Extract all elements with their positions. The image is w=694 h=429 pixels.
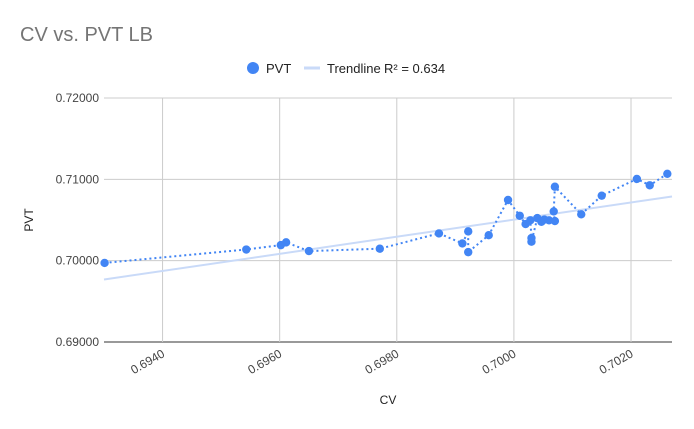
y-axis-ticks: 0.69000 0.70000 0.71000 0.72000 xyxy=(56,91,100,349)
x-tick-label: 0.7020 xyxy=(597,346,636,377)
chart-title: CV vs. PVT LB xyxy=(20,24,153,46)
data-point xyxy=(503,195,513,205)
y-tick-label: 0.69000 xyxy=(56,335,100,349)
data-point xyxy=(375,244,385,253)
data-point xyxy=(484,231,493,240)
x-tick-label: 0.6960 xyxy=(245,346,284,377)
data-point xyxy=(597,191,606,200)
legend-label-pvt: PVT xyxy=(266,61,291,76)
legend: PVT Trendline R² = 0.634 xyxy=(247,61,445,76)
data-point xyxy=(645,181,654,190)
data-point xyxy=(527,237,536,246)
data-point xyxy=(577,210,586,219)
legend-marker-pvt xyxy=(247,62,259,74)
data-point xyxy=(632,174,642,184)
data-point xyxy=(464,247,473,257)
data-point xyxy=(281,238,291,247)
series-layer xyxy=(100,169,672,268)
y-tick-label: 0.70000 xyxy=(56,254,100,268)
trendline-layer xyxy=(103,195,673,281)
x-tick-label: 0.6940 xyxy=(128,346,167,377)
data-point xyxy=(304,246,314,256)
trendline xyxy=(103,195,673,281)
y-tick-label: 0.72000 xyxy=(56,91,100,105)
x-tick-label: 0.7000 xyxy=(480,346,519,377)
data-point xyxy=(526,216,535,225)
data-point xyxy=(663,169,672,179)
x-tick-label: 0.6980 xyxy=(362,346,401,377)
data-point xyxy=(242,245,251,254)
data-point xyxy=(550,216,560,226)
data-point xyxy=(464,227,473,236)
x-axis-ticks: 0.6940 0.6960 0.6980 0.7000 0.7020 xyxy=(128,346,636,377)
data-point xyxy=(550,182,560,191)
series-line-pvt xyxy=(104,172,668,264)
data-point xyxy=(549,207,558,216)
data-point xyxy=(458,239,467,248)
data-point xyxy=(515,211,524,220)
y-axis-label: PVT xyxy=(22,208,36,232)
data-point xyxy=(100,258,109,268)
x-axis-label: CV xyxy=(380,393,397,407)
legend-label-trendline: Trendline xyxy=(327,61,381,76)
y-tick-label: 0.71000 xyxy=(56,172,100,186)
gridlines xyxy=(104,97,672,343)
data-point xyxy=(434,229,444,238)
legend-label-r2: R² = 0.634 xyxy=(384,61,445,76)
